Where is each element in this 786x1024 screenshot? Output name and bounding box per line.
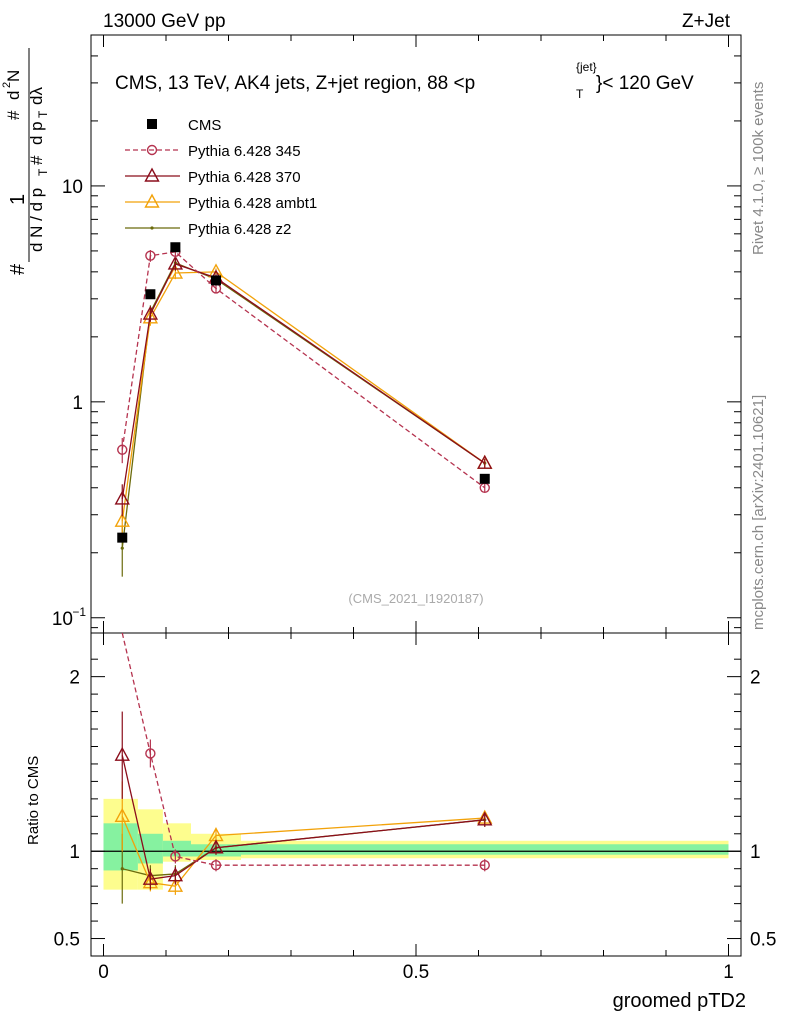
svg-text:1: 1 xyxy=(7,194,29,205)
band-inner-4 xyxy=(241,844,729,855)
ratio-y-axis-label: Ratio to CMS xyxy=(25,756,42,845)
svg-text:d N / d p: d N / d p xyxy=(27,188,46,252)
main-y-axis-label: # d N / d p T 1 # d p T dλ # d 2 N xyxy=(1,48,50,275)
ratio-y-tick-label-right: 2 xyxy=(750,668,761,689)
x-tick-label: 0 xyxy=(98,962,109,983)
p370-ratio-point xyxy=(142,870,159,885)
x-tick-label: 0.5 xyxy=(403,962,429,983)
ambt1-ratio-point xyxy=(167,877,184,892)
cms-main-point xyxy=(145,289,156,300)
legend-marker-ambt1 xyxy=(144,193,160,208)
p345-ratio-line xyxy=(121,632,485,866)
p370-ratio-point xyxy=(167,867,184,882)
mcplots-label: mcplots.cern.ch [arXiv:2401.10621] xyxy=(750,395,767,630)
ambt1-main-point xyxy=(114,512,130,527)
ambt1-main-line xyxy=(121,271,486,522)
cms-main-point xyxy=(170,242,181,253)
ambt1-main-point xyxy=(167,264,184,279)
p345-ratio-point xyxy=(170,851,181,862)
cms-main-point xyxy=(117,532,128,543)
ratio-plot-frame xyxy=(90,632,742,957)
legend: CMS Pythia 6.428 345 Pythia 6.428 370 Pythi… xyxy=(125,117,317,238)
svg-text:{jet}: {jet} xyxy=(576,60,597,74)
y-tick-exponent: −1 xyxy=(72,605,86,619)
svg-text:}< 120 GeV: }< 120 GeV xyxy=(596,73,694,94)
band-inner-0 xyxy=(103,823,138,871)
svg-text:CMS, 13 TeV, AK4 jets, Z+jet r: CMS, 13 TeV, AK4 jets, Z+jet region, 88 … xyxy=(115,73,475,94)
p370-main-point xyxy=(477,454,493,469)
svg-text:T: T xyxy=(36,110,50,118)
band-inner-2 xyxy=(162,840,191,857)
svg-text:dλ: dλ xyxy=(27,87,46,105)
y-tick-label: 1 xyxy=(72,393,83,414)
z2-ratio-point xyxy=(120,867,124,871)
ratio-uncertainty-bands xyxy=(91,798,741,890)
svg-text:#: # xyxy=(4,110,23,120)
p370-ratio-point xyxy=(477,811,493,826)
legend-marker-p345 xyxy=(146,144,158,156)
ambt1-main-point xyxy=(142,309,159,324)
analysis-watermark: (CMS_2021_I1920187) xyxy=(348,591,483,606)
svg-text:N: N xyxy=(4,70,23,82)
header-process: Z+Jet xyxy=(682,11,731,32)
ratio-y-tick-label: 0.5 xyxy=(54,930,80,951)
p345-ratio-point xyxy=(479,860,490,871)
header-energy: 13000 GeV pp xyxy=(103,11,226,32)
legend-label-ambt1: Pythia 6.428 ambt1 xyxy=(188,195,317,212)
ratio-y-tick-label: 2 xyxy=(69,668,80,689)
ambt1-ratio-point xyxy=(114,807,130,823)
z2-main-point xyxy=(120,546,124,550)
z2-main-line xyxy=(121,262,486,549)
band-inner-1 xyxy=(137,833,163,864)
cms-main-point xyxy=(211,275,221,286)
p370-ratio-point xyxy=(114,746,130,761)
svg-text:T: T xyxy=(576,87,584,101)
y-tick-label: 10 xyxy=(62,177,83,198)
legend-label-z2: Pythia 6.428 z2 xyxy=(188,221,291,238)
ratio-y-tick-label: 1 xyxy=(69,842,80,863)
legend-marker-p370 xyxy=(144,167,160,182)
legend-marker-z2 xyxy=(150,226,154,230)
x-tick-label: 1 xyxy=(723,962,734,983)
svg-text:d p: d p xyxy=(27,121,46,145)
svg-text:2: 2 xyxy=(1,82,13,88)
chart-title: CMS, 13 TeV, AK4 jets, Z+jet region, 88 … xyxy=(115,60,694,101)
rivet-version-label: Rivet 4.1.0, ≥ 100k events xyxy=(750,82,767,255)
ratio-series-layer xyxy=(114,632,493,904)
legend-marker-cms xyxy=(147,119,157,129)
p345-main-point xyxy=(117,444,128,455)
legend-label-cms: CMS xyxy=(188,117,221,134)
p370-main-point xyxy=(167,255,184,270)
svg-text:#: # xyxy=(27,155,46,165)
p370-main-point xyxy=(114,490,130,505)
x-axis-label: groomed pTD2 xyxy=(613,990,746,1012)
legend-label-p345: Pythia 6.428 345 xyxy=(188,143,301,160)
p345-main-line xyxy=(121,251,486,489)
p370-main-point xyxy=(142,305,159,320)
main-series-layer xyxy=(114,242,493,577)
cms-main-point xyxy=(479,473,490,484)
svg-text:d: d xyxy=(4,91,23,100)
p370-main-line xyxy=(121,263,486,500)
svg-text:#: # xyxy=(7,263,29,275)
ratio-y-tick-label-right: 1 xyxy=(750,842,761,863)
ratio-y-tick-label-right: 0.5 xyxy=(750,930,776,951)
p345-ratio-point xyxy=(145,748,156,759)
p345-main-point xyxy=(145,250,156,261)
p345-ratio-point xyxy=(210,860,222,871)
svg-text:T: T xyxy=(36,168,50,176)
y-tick-label: 10 xyxy=(52,609,73,630)
p370-ratio-point xyxy=(208,839,224,854)
legend-label-p370: Pythia 6.428 370 xyxy=(188,169,301,186)
